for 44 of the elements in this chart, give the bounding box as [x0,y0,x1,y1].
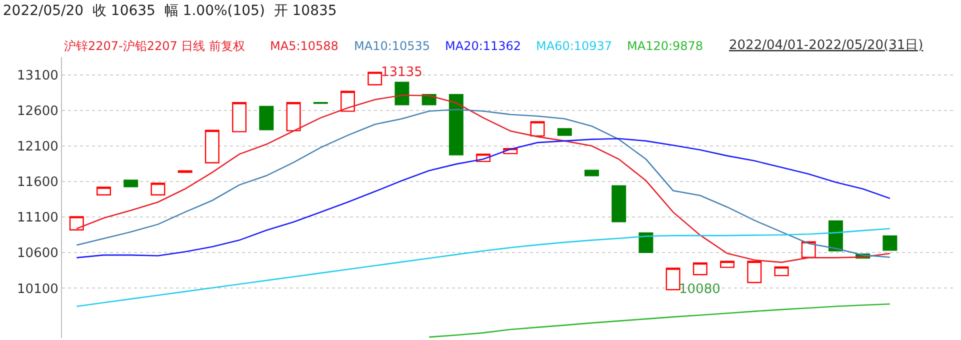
y-tick-label: 11600 [17,175,58,190]
candlestick [612,185,626,222]
candlestick [638,232,654,254]
candlestick [259,106,274,130]
candlestick [368,72,382,86]
candlestick [692,262,708,276]
candlestick [204,130,220,164]
candlestick [394,82,410,106]
candlestick [286,102,301,132]
y-tick-label: 11100 [17,210,58,226]
candlestick [124,180,138,188]
candlestick [584,170,599,176]
text: 2022/04/01-2022/05/20(31日) [729,38,924,53]
candlestick [232,102,247,132]
candlestick [666,268,680,290]
y-tick-label: 12100 [17,139,58,154]
candlestick [178,170,192,173]
candlestick [720,260,735,268]
y-tick-label: 13100 [17,68,58,84]
y-tick-label: 10100 [17,282,58,297]
candlestick [774,266,789,276]
text: MA120:9878 [627,39,704,53]
text: MA20:11362 [445,39,522,53]
annotation: 13135 [381,65,422,80]
candlestick [747,260,762,284]
y-tick-label: 12600 [17,104,58,119]
text: MA10:10535 [354,39,430,53]
candlestick [828,220,843,252]
candlestick [69,216,84,230]
chart-subtitle: 沪锌2207-沪铅2207 日线 前复权 [64,39,246,53]
candlestick [557,128,572,136]
line-series [76,138,891,258]
candlestick [530,121,545,137]
text: MA60:10937 [536,39,612,53]
line-series [428,303,891,338]
candlestick [882,235,898,251]
annotation: 10080 [679,282,720,297]
candlestick [96,186,111,196]
candlestick [448,94,464,156]
chart-title: 2022/05/20 收 10635 幅 1.00%(105) 开 10835 [2,2,337,19]
line-series [76,228,891,307]
y-tick-label: 10600 [17,246,58,262]
text: MA5:10588 [270,39,338,53]
candlestick [150,182,166,196]
